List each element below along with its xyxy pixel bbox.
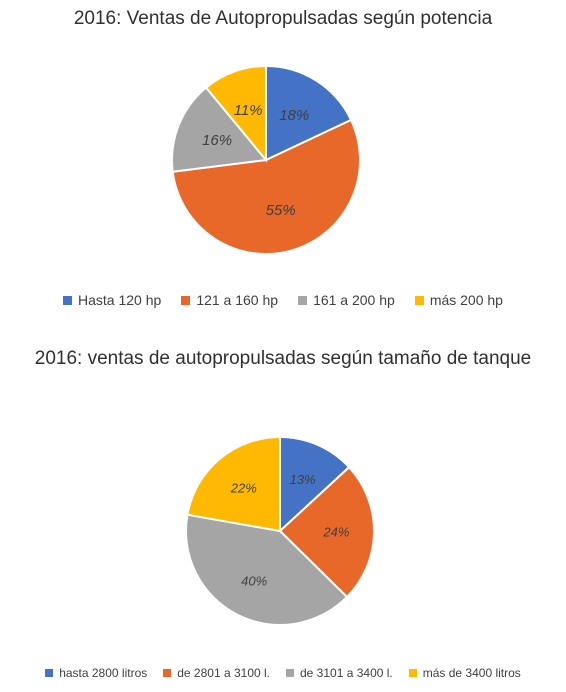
legend-swatch xyxy=(63,295,73,305)
legend-label: de 3101 a 3400 l. xyxy=(300,666,393,680)
legend-label: 121 a 160 hp xyxy=(196,292,279,308)
legend-item-hasta-2800-litros: hasta 2800 litros xyxy=(45,666,147,680)
chart-title: 2016: ventas de autopropulsadas según ta… xyxy=(34,348,532,369)
pie-slice-161-a-200-hp xyxy=(171,86,268,173)
data-label-121-a-160-hp: 55% xyxy=(266,202,296,219)
legend-swatch xyxy=(298,295,308,305)
pie-area: 13% 24% 40% 22% xyxy=(185,435,375,626)
legend-swatch xyxy=(286,669,294,677)
data-label-mas-200-hp: 11% xyxy=(234,102,263,119)
chart-legend: Hasta 120 hp 121 a 160 hp 161 a 200 hp más … xyxy=(0,292,566,308)
pie-slice-mas-200-hp xyxy=(204,64,267,163)
legend-item-mas-200-hp: más 200 hp xyxy=(414,292,503,308)
legend-swatch xyxy=(414,295,424,305)
pie-slice-de-3101-a-3400-l xyxy=(185,513,349,626)
pie-chart-tanque: 2016: ventas de autopropulsadas según ta… xyxy=(0,338,566,692)
chart-legend: hasta 2800 litros de 2801 a 3100 l. de 310… xyxy=(0,666,566,680)
legend-item-hasta-120-hp: Hasta 120 hp xyxy=(63,292,161,308)
legend-label: más de 3400 litros xyxy=(422,666,521,680)
legend-label: hasta 2800 litros xyxy=(59,666,148,680)
pie-slice-mas-de-3400-litros xyxy=(186,435,281,533)
legend-label: más 200 hp xyxy=(429,292,503,308)
legend-label: Hasta 120 hp xyxy=(78,292,162,308)
pie-area: 18% 55% 16%11% xyxy=(171,64,361,256)
legend-label: 161 a 200 hp xyxy=(313,292,395,308)
data-label-de-3101-a-3400-l: 40% xyxy=(241,574,267,589)
legend-swatch xyxy=(408,669,417,677)
legend-swatch xyxy=(163,669,172,677)
data-label-hasta-2800-litros: 13% xyxy=(290,472,316,487)
chart-title: 2016: Ventas de Autopropulsadas según po… xyxy=(73,8,493,29)
pie-slice-hasta-120-hp xyxy=(265,64,353,162)
legend-swatch xyxy=(45,669,54,677)
data-label-161-a-200-hp: 16% xyxy=(202,132,232,149)
legend-item-161-a-200-hp: 161 a 200 hp xyxy=(298,292,395,308)
legend-item-mas-de-3400-litros: más de 3400 litros xyxy=(408,666,521,680)
data-label-de-2801-a-3100-l: 24% xyxy=(322,524,349,539)
pie-chart-potencia: 2016: Ventas de Autopropulsadas según po… xyxy=(0,0,566,330)
pie-slice-121-a-160-hp xyxy=(171,118,361,256)
legend-swatch xyxy=(181,295,191,305)
pie-slice-de-2801-a-3100-l xyxy=(278,465,375,599)
data-label-mas-de-3400-litros: 22% xyxy=(230,480,257,495)
pie-slice-hasta-2800-litros xyxy=(279,435,351,534)
legend-label: de 2801 a 3100 l. xyxy=(177,666,270,680)
data-label-hasta-120-hp: 18% xyxy=(279,107,309,124)
legend-item-121-a-160-hp: 121 a 160 hp xyxy=(181,292,278,308)
legend-item-de-2801-a-3100-l: de 2801 a 3100 l. xyxy=(163,666,270,680)
legend-item-de-3101-a-3400-l: de 3101 a 3400 l. xyxy=(286,666,393,680)
